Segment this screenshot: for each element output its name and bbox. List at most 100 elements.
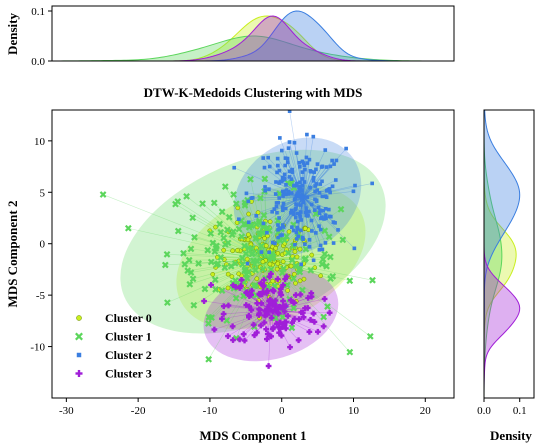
medoid-link <box>302 197 306 245</box>
point-cluster-3 <box>280 282 286 289</box>
y-axis-label: MDS Component 2 <box>5 201 20 308</box>
point-cluster-2 <box>281 223 285 227</box>
point-cluster-3 <box>283 273 290 280</box>
point-cluster-2 <box>320 179 324 184</box>
point-cluster-2 <box>254 214 259 218</box>
point-cluster-0 <box>245 232 251 237</box>
point-cluster-2 <box>295 194 300 198</box>
point-cluster-2 <box>321 208 325 213</box>
point-cluster-1 <box>217 228 225 236</box>
point-cluster-2 <box>323 213 328 218</box>
point-cluster-0 <box>285 288 290 293</box>
legend-item: Cluster 0 <box>76 311 152 325</box>
point-cluster-1 <box>221 183 229 190</box>
medoid-link <box>303 197 330 217</box>
point-cluster-2 <box>278 179 283 184</box>
point-cluster-2 <box>302 180 307 184</box>
point-cluster-2 <box>237 217 241 222</box>
x-tick-label: 0 <box>279 405 285 417</box>
point-cluster-2 <box>263 188 268 193</box>
point-cluster-1 <box>195 260 202 267</box>
point-cluster-1 <box>302 255 310 263</box>
point-cluster-2 <box>318 208 322 213</box>
point-cluster-3 <box>305 295 311 301</box>
point-cluster-1 <box>366 332 374 340</box>
point-cluster-2 <box>329 214 333 219</box>
point-cluster-2 <box>275 156 280 161</box>
point-cluster-2 <box>327 187 332 191</box>
medoid-link <box>303 197 319 208</box>
point-cluster-3 <box>208 282 214 288</box>
point-cluster-0 <box>297 246 303 252</box>
medoid-link <box>235 286 272 311</box>
point-cluster-2 <box>280 205 285 210</box>
medoid-link <box>250 259 268 295</box>
point-cluster-3 <box>238 277 245 283</box>
point-cluster-2 <box>332 162 336 166</box>
point-cluster-2 <box>290 167 294 172</box>
x-axis-label: MDS Component 1 <box>200 428 307 443</box>
point-cluster-1 <box>220 234 228 242</box>
point-cluster-1 <box>321 227 329 235</box>
point-cluster-3 <box>273 320 280 327</box>
medoid-link <box>278 197 304 219</box>
point-cluster-2 <box>280 233 284 237</box>
point-cluster-2 <box>276 163 280 168</box>
point-cluster-2 <box>246 199 251 204</box>
point-cluster-2 <box>295 181 299 186</box>
point-cluster-2 <box>312 170 317 174</box>
point-cluster-2 <box>276 235 280 240</box>
point-cluster-0 <box>267 219 273 225</box>
point-cluster-1 <box>242 250 250 258</box>
medoid-link <box>302 197 323 250</box>
point-cluster-3 <box>257 307 264 313</box>
main-plot: -30 -20 -10 0 10 20 -10 -5 0 5 10 MDS Component 1… <box>5 109 455 443</box>
point-cluster-0 <box>288 263 294 269</box>
point-cluster-3 <box>220 311 227 317</box>
point-cluster-0 <box>301 276 307 282</box>
point-cluster-3 <box>243 302 250 308</box>
point-cluster-2 <box>317 247 322 252</box>
point-cluster-1 <box>278 269 286 277</box>
medoid-link <box>272 197 304 213</box>
point-cluster-3 <box>261 319 268 326</box>
point-cluster-2 <box>308 185 312 190</box>
point-cluster-2 <box>300 235 305 240</box>
point-cluster-2 <box>293 215 298 220</box>
point-cluster-2 <box>283 206 288 211</box>
point-cluster-1 <box>283 281 291 289</box>
legend: Cluster 0 Cluster 1 Cluster 2 Cluster 3 <box>75 311 152 381</box>
point-cluster-1 <box>241 201 249 209</box>
point-cluster-2 <box>303 167 307 172</box>
point-cluster-2 <box>312 208 317 212</box>
medoid-link <box>303 185 316 198</box>
point-cluster-2 <box>298 212 302 217</box>
point-cluster-0 <box>263 243 269 249</box>
point-cluster-3 <box>264 306 270 312</box>
top-density-label: Density <box>5 13 20 55</box>
point-cluster-2 <box>295 211 300 216</box>
point-cluster-3 <box>248 291 254 298</box>
point-cluster-2 <box>334 158 339 163</box>
legend-marker <box>76 315 82 321</box>
point-cluster-2 <box>285 160 290 165</box>
right-density-panel: 0.0 0.1 Density <box>477 109 535 443</box>
point-cluster-0 <box>274 266 280 272</box>
point-cluster-1 <box>259 229 266 237</box>
point-cluster-1 <box>269 253 277 261</box>
point-cluster-2 <box>289 177 294 181</box>
point-cluster-3 <box>250 321 257 328</box>
point-cluster-2 <box>274 204 279 209</box>
medoid-link <box>208 258 268 324</box>
point-cluster-2 <box>353 183 357 188</box>
point-cluster-2 <box>331 241 336 245</box>
point-cluster-3 <box>230 337 236 343</box>
point-cluster-1 <box>337 205 345 213</box>
point-cluster-1 <box>231 277 239 284</box>
point-cluster-1 <box>204 246 212 254</box>
point-cluster-1 <box>223 226 231 234</box>
point-cluster-2 <box>267 187 271 191</box>
point-cluster-2 <box>278 226 283 231</box>
point-cluster-3 <box>236 285 243 291</box>
point-cluster-2 <box>314 198 319 203</box>
